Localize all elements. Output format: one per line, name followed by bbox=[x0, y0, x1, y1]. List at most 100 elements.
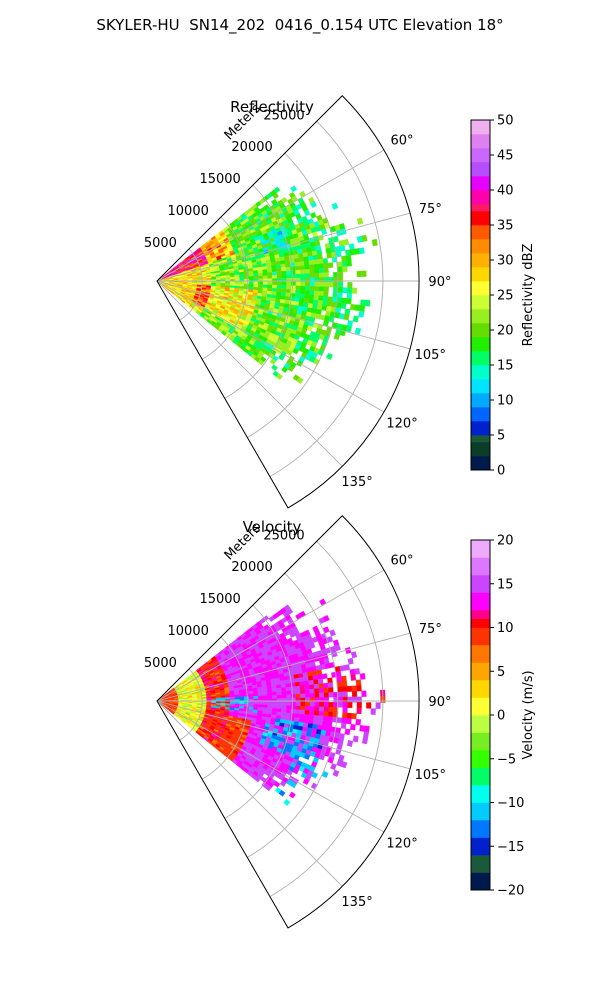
radar-gate bbox=[300, 689, 306, 695]
radar-gate bbox=[267, 284, 273, 289]
radar-gate bbox=[347, 657, 354, 665]
colorbar-tick-label: 15 bbox=[497, 359, 514, 374]
radar-gate bbox=[290, 709, 296, 714]
radar-gate bbox=[275, 264, 282, 269]
colorbar-segment bbox=[471, 337, 490, 352]
radar-gate bbox=[371, 238, 378, 247]
radar-gate bbox=[243, 703, 250, 707]
radar-gate bbox=[358, 247, 365, 255]
radar-gate bbox=[280, 292, 287, 297]
radar-gate bbox=[327, 296, 333, 303]
radar-gate bbox=[229, 694, 235, 698]
radar-gate bbox=[323, 291, 329, 297]
radar-gate bbox=[286, 705, 292, 710]
radar-gate bbox=[206, 698, 212, 701]
radar-gate bbox=[262, 701, 268, 706]
azimuth-spoke bbox=[156, 632, 411, 702]
radar-gate bbox=[239, 701, 245, 705]
radar-gate bbox=[318, 715, 324, 721]
radar-gate bbox=[289, 678, 295, 684]
radar-gate bbox=[337, 266, 343, 273]
radar-gate bbox=[248, 696, 254, 700]
radar-gate bbox=[337, 681, 343, 688]
radar-gate bbox=[304, 290, 310, 296]
radar-gate bbox=[318, 683, 324, 689]
radar-gate bbox=[303, 256, 309, 262]
radar-gate bbox=[314, 706, 320, 712]
radar-gate bbox=[317, 258, 324, 265]
radar-gate bbox=[304, 294, 310, 300]
radar-gate bbox=[331, 202, 339, 210]
colorbar-tick-label: −20 bbox=[497, 884, 524, 899]
radar-gate bbox=[337, 702, 344, 708]
radar-gate bbox=[206, 278, 212, 281]
colorbar-tick-label: 0 bbox=[497, 709, 505, 724]
radar-gate bbox=[319, 692, 325, 698]
colorbar-tick-label: 20 bbox=[497, 324, 514, 339]
radar-gate bbox=[344, 728, 351, 736]
radar-gate bbox=[271, 288, 278, 293]
radar-gate bbox=[334, 644, 341, 652]
colorbar-tick-label: −10 bbox=[497, 796, 524, 811]
radar-gate bbox=[342, 696, 348, 703]
radar-gate bbox=[289, 262, 296, 268]
radar-gate bbox=[286, 690, 292, 695]
radar-gate bbox=[300, 281, 306, 287]
radar-gate bbox=[281, 687, 287, 692]
radar-gate bbox=[347, 282, 353, 288]
colorbar-segment bbox=[471, 802, 490, 821]
radar-gate bbox=[344, 308, 351, 316]
radar-gate bbox=[328, 692, 334, 698]
radar-gate bbox=[319, 272, 325, 278]
radar-gate bbox=[314, 268, 320, 274]
radar-gate bbox=[276, 285, 282, 289]
radar-gate bbox=[370, 708, 376, 715]
radar-gate bbox=[279, 780, 287, 787]
angle-tick-label: 120° bbox=[386, 416, 417, 431]
radar-gate bbox=[309, 642, 316, 649]
radar-gate bbox=[350, 723, 356, 731]
colorbar-segment bbox=[471, 697, 490, 716]
radar-gate bbox=[343, 313, 350, 321]
radar-gate bbox=[253, 275, 259, 280]
radar-gate bbox=[271, 691, 278, 696]
azimuth-spoke bbox=[156, 212, 411, 282]
radar-gate bbox=[335, 727, 342, 734]
radar-gate bbox=[304, 684, 310, 690]
radar-gate bbox=[276, 267, 282, 272]
radar-gate bbox=[363, 731, 369, 739]
angle-tick-label: 90° bbox=[428, 275, 451, 290]
radar-gate bbox=[366, 702, 372, 709]
radar-gate bbox=[356, 696, 362, 703]
colorbar-tick-label: −5 bbox=[497, 752, 516, 767]
radar-gate bbox=[239, 274, 245, 278]
radar-gate bbox=[318, 753, 326, 761]
panel-title: Reflectivity bbox=[230, 98, 314, 116]
radar-gate bbox=[347, 696, 353, 703]
radar-gate bbox=[262, 704, 268, 709]
radar-gate bbox=[305, 693, 311, 699]
radar-gate bbox=[281, 267, 287, 272]
radar-gate bbox=[322, 258, 329, 264]
radar-gate bbox=[253, 695, 259, 700]
radar-gate bbox=[258, 275, 264, 280]
radar-gate bbox=[356, 217, 364, 225]
radar-gate bbox=[281, 270, 287, 276]
radar-gate bbox=[328, 702, 334, 708]
colorbar-segment bbox=[471, 323, 490, 338]
radar-gate bbox=[285, 266, 292, 272]
radar-gate bbox=[285, 708, 292, 714]
radar-gate bbox=[248, 273, 254, 277]
radar-gate bbox=[307, 675, 314, 681]
radar-gate bbox=[257, 689, 263, 694]
radar-gate bbox=[327, 711, 334, 718]
radar-gate bbox=[302, 778, 310, 786]
radar-gate bbox=[295, 273, 301, 279]
radar-gate bbox=[290, 266, 296, 271]
radar-gate bbox=[356, 702, 362, 709]
reflectivity-panel: 60° 75° 90° 105° 120° 135° 5000 10000 15000 20000… bbox=[144, 95, 536, 509]
radar-gate bbox=[262, 707, 268, 712]
angle-tick-label: 60° bbox=[391, 134, 414, 149]
radar-gate bbox=[355, 679, 362, 686]
radar-gate bbox=[351, 713, 357, 720]
